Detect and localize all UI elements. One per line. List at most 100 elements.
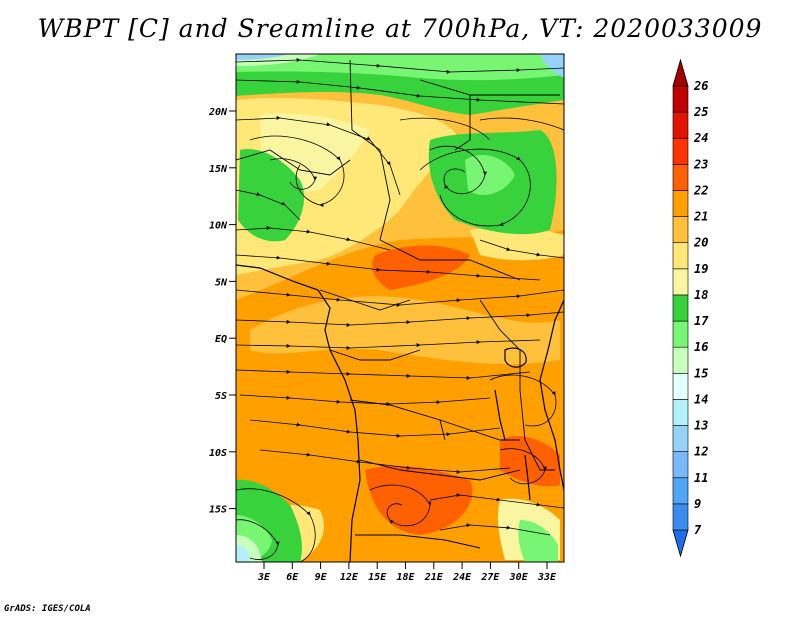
colorbar-label: 19 — [694, 262, 708, 276]
colorbar-segment — [672, 346, 689, 374]
longitude-tick-label: 33E — [537, 572, 557, 583]
field-region — [518, 520, 558, 562]
streamline — [259, 449, 511, 474]
latitude-tick-label: 10N — [209, 221, 228, 232]
latitude-tick-label: 15S — [209, 505, 227, 516]
colorbar-label: 23 — [693, 157, 708, 171]
colorbar-label: 20 — [693, 236, 708, 250]
colorbar-segment — [672, 137, 689, 165]
colorbar-label: 9 — [694, 497, 701, 511]
colorbar-label: 24 — [693, 131, 708, 145]
longitude-axis: 3E 6E 9E 12E 15E 18E 21E 24E 27E 30E 33E — [257, 562, 557, 583]
latitude-tick-label: 10S — [209, 448, 227, 459]
east-coastline — [539, 299, 564, 491]
streamline — [269, 158, 318, 190]
latitude-tick-label: 5S — [215, 391, 227, 402]
map-frame — [235, 53, 565, 563]
latitude-tick-label: 15N — [209, 164, 228, 175]
streamline — [399, 117, 491, 141]
latitude-tick-label: EQ — [215, 334, 227, 345]
longitude-tick-label: 24E — [452, 572, 472, 583]
colorbar-segment — [672, 85, 689, 113]
streamline — [429, 493, 564, 509]
colorbar-label: 22 — [693, 183, 708, 197]
colorbar-segment — [672, 268, 689, 296]
longitude-tick-label: 6E — [286, 572, 299, 583]
streamline — [479, 117, 564, 131]
colorbar-label: 14 — [694, 392, 708, 406]
streamline — [236, 79, 564, 105]
boundary-line — [439, 419, 520, 441]
colorbar-label: 13 — [694, 419, 708, 433]
colorbar-segment — [672, 242, 689, 270]
longitude-tick-label: 21E — [424, 572, 444, 583]
streamline — [439, 523, 551, 536]
colorbar-segment — [672, 399, 689, 426]
colorbar-label: 7 — [694, 523, 702, 537]
map-panel — [236, 54, 564, 562]
colorbar-segment — [672, 477, 689, 505]
colorbar-label: 21 — [693, 210, 708, 224]
streamline — [236, 289, 564, 307]
colorbar-segment — [672, 294, 689, 322]
longitude-tick-label: 3E — [257, 572, 271, 583]
longitude-tick-label: 30E — [509, 572, 529, 583]
streamline — [489, 374, 557, 427]
streamline — [499, 448, 548, 485]
boundary-line — [329, 349, 421, 361]
streamline — [236, 225, 391, 251]
colorbar-label: 25 — [693, 105, 708, 119]
colorbar-label: 17 — [694, 314, 709, 328]
lake-tanganyika — [494, 389, 506, 441]
boundary-line — [355, 534, 481, 549]
longitude-tick-label: 9E — [315, 572, 328, 583]
latitude-axis: 20N 15N 10N 5N EQ 5S 10S 15S — [208, 107, 236, 516]
streamline — [239, 394, 491, 406]
streamline — [236, 254, 541, 281]
grads-credit: GrADS: IGES/COLA — [4, 604, 91, 614]
colorbar-label: 15 — [694, 366, 708, 380]
colorbar-lower-cap — [672, 529, 689, 558]
field-region — [236, 545, 250, 562]
field-region — [236, 54, 290, 60]
colorbar-segment — [672, 164, 689, 191]
longitude-tick-label: 12E — [340, 572, 359, 583]
colorbar: 7 9 11 12 13 14 15 16 17 18 19 20 21 22 23 24 25 26 — [672, 58, 709, 558]
lake-victoria — [504, 347, 527, 368]
colorbar-segment — [672, 320, 689, 348]
colorbar-segment — [672, 111, 689, 139]
colorbar-segment — [672, 503, 689, 531]
longitude-tick-label: 27E — [480, 572, 500, 583]
longitude-tick-label: 15E — [368, 572, 387, 583]
colorbar-segment — [672, 372, 689, 400]
streamline — [236, 488, 316, 562]
colorbar-label: 11 — [694, 471, 708, 485]
streamline — [236, 311, 564, 327]
longitude-tick-label: 18E — [396, 572, 415, 583]
colorbar-segment — [672, 216, 689, 244]
colorbar-segment — [672, 451, 689, 479]
streamline — [479, 239, 564, 259]
streamline — [249, 135, 345, 207]
colorbar-segment — [672, 425, 689, 452]
streamline — [236, 57, 564, 74]
colorbar-segment — [672, 190, 689, 217]
latitude-tick-label: 20N — [208, 107, 228, 118]
map-title: WBPT [C] and Sreamline at 700hPa, VT: 20… — [37, 14, 763, 43]
streamline — [429, 145, 488, 194]
streamlines — [236, 57, 564, 562]
streamline — [236, 369, 531, 381]
streamline — [369, 484, 432, 527]
streamline — [236, 519, 280, 560]
latitude-tick-label: 5N — [215, 277, 228, 288]
streamline — [236, 339, 541, 351]
streamline — [419, 148, 531, 227]
streamline — [249, 419, 501, 438]
streamline — [236, 115, 401, 196]
colorbar-label: 18 — [694, 288, 708, 302]
colorbar-upper-cap — [672, 58, 689, 87]
colorbar-label: 12 — [694, 445, 708, 459]
colorbar-label: 26 — [693, 79, 708, 93]
streamline — [236, 189, 301, 221]
